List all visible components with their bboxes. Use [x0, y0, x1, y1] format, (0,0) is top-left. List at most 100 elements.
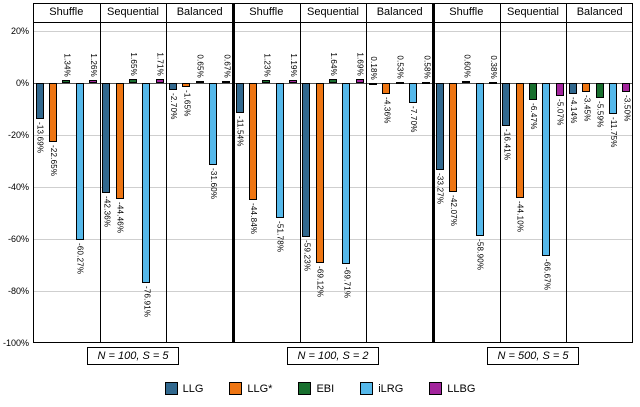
- y-tick-label: -60%: [7, 234, 29, 244]
- bar-label: 1.69%: [355, 51, 365, 76]
- bar: [422, 81, 431, 84]
- bar-label: 0.65%: [195, 54, 205, 79]
- bar-label: -16.41%: [502, 128, 512, 160]
- bar: [595, 83, 604, 98]
- bar-label: -4.14%: [569, 96, 578, 124]
- bar-label: -69.71%: [342, 267, 352, 299]
- bar: [195, 81, 204, 84]
- bar: [569, 83, 577, 94]
- bar-label: -11.75%: [609, 116, 618, 148]
- bar-label: -7.70%: [409, 106, 418, 133]
- legend-item: LLG*: [229, 382, 272, 395]
- legend-swatch: [298, 382, 312, 395]
- bar-label: -31.60%: [209, 168, 218, 200]
- bar: [395, 81, 404, 84]
- gridline: [34, 239, 632, 240]
- bar: [182, 83, 191, 88]
- y-tick-label: -80%: [7, 286, 29, 296]
- bar: [222, 81, 231, 84]
- legend-swatch: [164, 382, 178, 395]
- bar-label: -1.65%: [182, 90, 192, 117]
- panel-separator: [232, 3, 235, 343]
- bar-label: -4.36%: [382, 97, 392, 124]
- bar-label: -2.70%: [169, 93, 178, 120]
- bar: [489, 82, 497, 84]
- legend-swatch: [229, 382, 243, 395]
- group-header: Shuffle: [49, 6, 84, 18]
- bar: [369, 82, 377, 85]
- panel-separator: [432, 3, 435, 343]
- bar: [169, 83, 177, 90]
- bar-label: 1.19%: [289, 53, 298, 77]
- gridline: [34, 83, 632, 84]
- bar: [289, 79, 297, 83]
- legend-item: LLG: [164, 382, 204, 395]
- group-header: Shuffle: [249, 6, 284, 18]
- gridline: [34, 135, 632, 136]
- group-separator: [300, 3, 301, 343]
- bar-label: -66.67%: [542, 259, 552, 291]
- panel-caption: N = 100, S = 5: [33, 347, 233, 365]
- bar-label: -6.47%: [529, 102, 538, 130]
- legend: LLG LLG* EBI iLRG LLBG: [0, 382, 640, 395]
- bar: [555, 83, 564, 97]
- bar-label: -33.27%: [435, 172, 445, 204]
- legend-label: LLG: [182, 382, 204, 395]
- bar: [355, 78, 364, 83]
- bar-label: 1.71%: [155, 51, 165, 76]
- group-separator: [366, 3, 367, 343]
- bar-label: -5.59%: [595, 100, 605, 128]
- bar: [62, 79, 71, 83]
- y-tick-label: -100%: [2, 338, 29, 348]
- legend-label: LLBG: [447, 382, 476, 395]
- bar: [142, 83, 151, 283]
- bar-label: 0.60%: [462, 54, 472, 79]
- bar-label: -51.78%: [275, 220, 285, 252]
- plot-border: [33, 3, 633, 343]
- group-header: Balanced: [576, 6, 623, 18]
- group-separator: [566, 3, 567, 343]
- group-header: Shuffle: [449, 6, 484, 18]
- legend-item: iLRG: [360, 382, 403, 395]
- legend-item: LLBG: [429, 382, 475, 395]
- bar-label: -11.54%: [235, 116, 245, 147]
- group-header: Sequential: [506, 6, 559, 18]
- group-separator: [100, 3, 101, 343]
- bar: [462, 81, 471, 84]
- panel-caption-box: N = 100, S = 2: [286, 347, 380, 365]
- bar: [502, 83, 511, 126]
- bar: [302, 83, 311, 237]
- bar-label: -3.50%: [622, 95, 632, 122]
- panel-caption-box: N = 100, S = 5: [86, 347, 180, 365]
- panel-caption: N = 500, S = 5: [433, 347, 633, 365]
- bar: [115, 83, 124, 199]
- bar-label: -44.46%: [115, 201, 125, 233]
- bar: [609, 83, 617, 114]
- bar-label: -44.10%: [515, 200, 525, 232]
- bar: [449, 83, 457, 193]
- bar: [102, 83, 111, 194]
- bar-label: -13.69%: [35, 121, 45, 153]
- y-tick-label: -20%: [7, 130, 29, 140]
- bar-label: 0.38%: [489, 55, 498, 79]
- bar: [435, 83, 444, 170]
- gridline: [34, 31, 632, 32]
- group-separator: [166, 3, 167, 343]
- bar-label: -58.90%: [475, 239, 485, 271]
- gridline: [34, 291, 632, 292]
- legend-label: EBI: [316, 382, 335, 395]
- bar: [542, 83, 551, 257]
- bar: [342, 83, 351, 265]
- bar: [209, 83, 217, 166]
- bar: [622, 83, 631, 93]
- bar-label: 1.26%: [89, 53, 98, 77]
- bar: [475, 83, 484, 237]
- bar-label: 1.23%: [262, 53, 272, 77]
- group-header: Sequential: [106, 6, 159, 18]
- bar: [129, 78, 137, 83]
- bar: [529, 83, 537, 100]
- bar: [155, 78, 164, 83]
- group-header: Sequential: [306, 6, 359, 18]
- bar: [515, 83, 524, 198]
